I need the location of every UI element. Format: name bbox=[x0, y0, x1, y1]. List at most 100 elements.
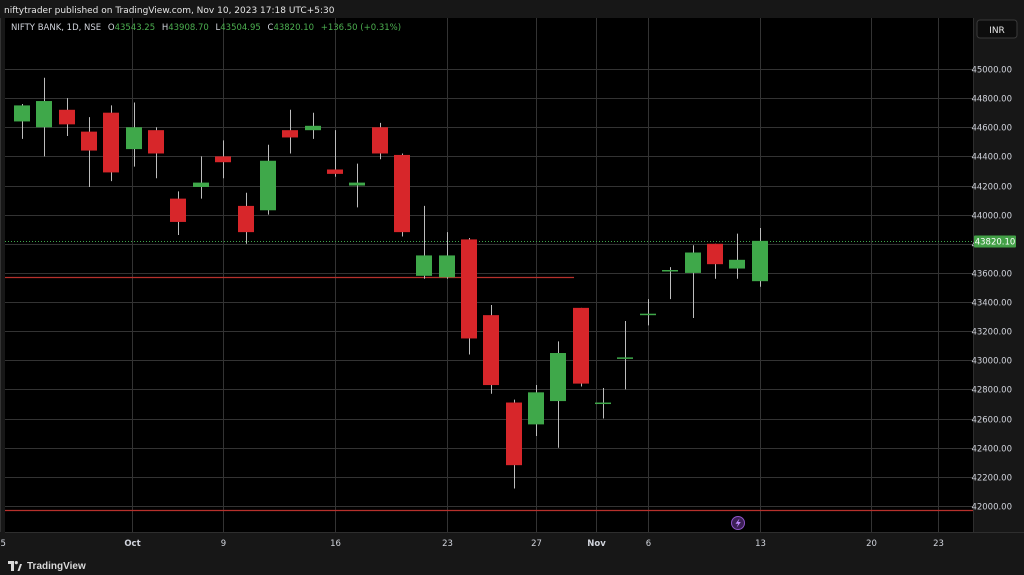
grid-lines bbox=[0, 18, 973, 532]
time-tick-label: 9 bbox=[221, 539, 226, 549]
candle-body bbox=[238, 205, 254, 233]
low-value: 43504.95 bbox=[220, 23, 261, 33]
candle-body bbox=[349, 182, 365, 186]
candle[interactable] bbox=[416, 205, 432, 279]
last-price-label: 43820.10 bbox=[974, 235, 1016, 248]
candle-body bbox=[59, 109, 75, 125]
candle-body bbox=[573, 307, 589, 384]
candle[interactable] bbox=[14, 103, 30, 139]
candle[interactable] bbox=[506, 399, 522, 489]
price-tick-label: 43200.00 bbox=[971, 328, 1012, 338]
candle[interactable] bbox=[707, 243, 723, 279]
candle-body bbox=[528, 392, 544, 425]
publish-header: niftytrader published on TradingView.com… bbox=[4, 0, 1004, 18]
brand-name: TradingView bbox=[27, 560, 86, 572]
candle[interactable] bbox=[193, 156, 209, 199]
price-tick-label: 44600.00 bbox=[971, 124, 1012, 134]
candle[interactable] bbox=[640, 299, 656, 326]
candle[interactable] bbox=[36, 77, 52, 157]
price-tick-label: 42000.00 bbox=[971, 503, 1012, 513]
open-label: O bbox=[108, 23, 115, 33]
candle-body bbox=[416, 255, 432, 276]
candle-body bbox=[483, 315, 499, 386]
ohlc-legend: NIFTY BANK, 1D, NSE O43543.25 H43908.70 … bbox=[11, 23, 401, 33]
candle-body bbox=[327, 169, 343, 174]
currency-badge[interactable]: INR bbox=[976, 19, 1018, 39]
time-tick-label: 23 bbox=[442, 539, 453, 549]
candle[interactable] bbox=[483, 304, 499, 394]
low-label: L bbox=[216, 23, 221, 33]
price-tick-label: 42200.00 bbox=[971, 474, 1012, 484]
candle[interactable] bbox=[372, 122, 388, 160]
time-tick-label: 23 bbox=[933, 539, 944, 549]
plot-area[interactable] bbox=[5, 18, 973, 532]
candle-body bbox=[617, 357, 633, 359]
candle-body bbox=[126, 127, 142, 150]
brand-footer[interactable]: TradingView bbox=[8, 559, 86, 573]
horizontal-levels bbox=[5, 276, 973, 512]
time-axis: 25 Oct 9 16 23 27 Nov 6 13 20 23 bbox=[0, 539, 944, 549]
candle-body bbox=[282, 130, 298, 138]
candle[interactable] bbox=[260, 144, 276, 215]
candle[interactable] bbox=[282, 109, 298, 154]
price-tick-label: 44400.00 bbox=[971, 153, 1012, 163]
svg-text:43820.10: 43820.10 bbox=[975, 238, 1016, 248]
candle-body bbox=[305, 125, 321, 131]
candle-body bbox=[506, 402, 522, 466]
candle[interactable] bbox=[752, 227, 768, 287]
candle[interactable] bbox=[595, 387, 611, 419]
candle[interactable] bbox=[170, 191, 186, 236]
time-tick-label: 6 bbox=[646, 539, 651, 549]
candle-body bbox=[595, 402, 611, 405]
price-tick-label: 42400.00 bbox=[971, 445, 1012, 455]
symbol-label: NIFTY BANK, 1D, NSE bbox=[11, 23, 101, 33]
lightning-icon[interactable] bbox=[731, 516, 745, 530]
candle[interactable] bbox=[528, 385, 544, 437]
candle-body bbox=[260, 160, 276, 211]
candle[interactable] bbox=[59, 98, 75, 136]
price-tick-label: 42600.00 bbox=[971, 416, 1012, 426]
candle[interactable] bbox=[238, 192, 254, 244]
candle[interactable] bbox=[729, 233, 745, 279]
time-tick-label: 20 bbox=[866, 539, 877, 549]
svg-text:NIFTY BANK, 1D, NSE O4: NIFTY BANK, 1D, NSE O43543.25 H43908.70 … bbox=[11, 23, 401, 33]
candle[interactable] bbox=[305, 112, 321, 139]
price-tick-label: 43000.00 bbox=[971, 357, 1012, 367]
candle[interactable] bbox=[662, 267, 678, 300]
close-label: C bbox=[268, 23, 274, 33]
candle[interactable] bbox=[126, 102, 142, 167]
time-tick-label: 25 bbox=[0, 539, 6, 549]
candle[interactable] bbox=[550, 341, 566, 448]
candle-body bbox=[550, 353, 566, 402]
candle[interactable] bbox=[394, 153, 410, 237]
candle[interactable] bbox=[148, 127, 164, 179]
candle[interactable] bbox=[81, 117, 97, 187]
candle-body bbox=[170, 198, 186, 222]
candle-body bbox=[707, 243, 723, 265]
candle[interactable] bbox=[617, 320, 633, 390]
tradingview-logo-icon bbox=[8, 561, 22, 571]
candle[interactable] bbox=[349, 163, 365, 208]
candle-body bbox=[36, 101, 52, 128]
candle[interactable] bbox=[103, 105, 119, 182]
candle-body bbox=[215, 156, 231, 163]
open-value: 43543.25 bbox=[115, 23, 156, 33]
currency-label: INR bbox=[989, 26, 1005, 36]
candle[interactable] bbox=[573, 307, 589, 387]
time-tick-label: 16 bbox=[330, 539, 341, 549]
candle-body bbox=[193, 182, 209, 187]
candle-body bbox=[461, 239, 477, 339]
candle-body bbox=[14, 105, 30, 122]
candle-body bbox=[729, 259, 745, 269]
candle[interactable] bbox=[439, 232, 455, 279]
candle[interactable] bbox=[215, 140, 231, 179]
change-value: +136.50 (+0.31%) bbox=[321, 23, 401, 33]
candle[interactable] bbox=[685, 245, 701, 319]
time-tick-label: 13 bbox=[755, 539, 766, 549]
candle-body bbox=[103, 112, 119, 173]
candle[interactable] bbox=[461, 237, 477, 355]
candle[interactable] bbox=[327, 130, 343, 177]
price-axis-panel[interactable] bbox=[973, 18, 1024, 532]
